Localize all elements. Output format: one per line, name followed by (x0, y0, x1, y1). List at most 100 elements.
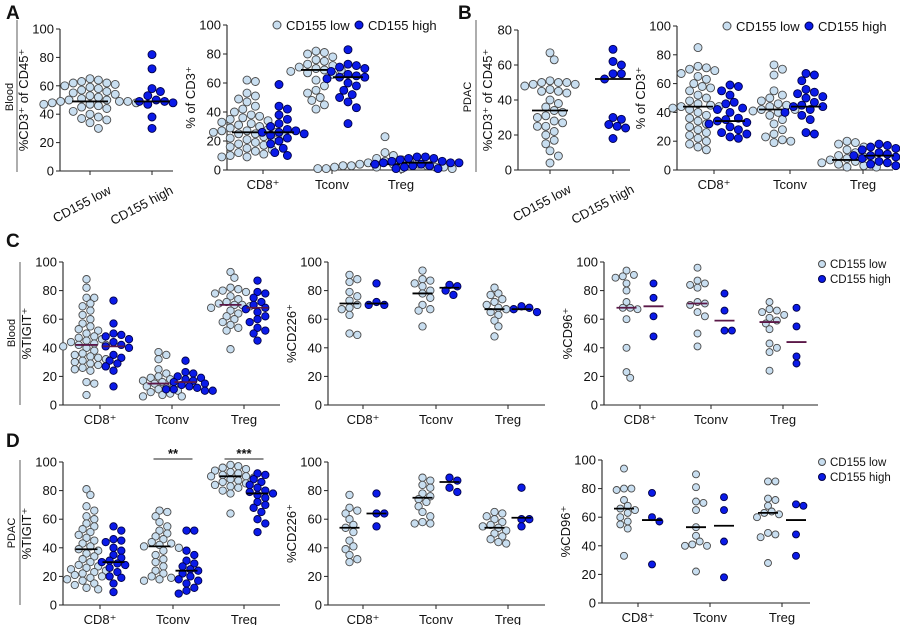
y-tick-label: 60 (657, 76, 671, 91)
legend-high-marker (818, 275, 826, 283)
cd155-low-point (90, 379, 99, 388)
cd155-low-point (765, 366, 774, 375)
cd155-low-point (701, 110, 711, 120)
cd155-low-point (498, 517, 507, 527)
cd155-low-point (349, 542, 358, 551)
cd155-low-point (345, 515, 354, 524)
y-tick-label: 80 (207, 47, 221, 62)
cd155-high-point (282, 151, 292, 160)
cd155-low-point (86, 299, 95, 308)
cd155-low-point (706, 83, 716, 93)
cd155-low-point (353, 555, 362, 564)
cd155-low-point (90, 346, 99, 355)
cd155-low-point (502, 539, 511, 548)
cd155-high-point (517, 515, 526, 524)
cd155-high-point (391, 164, 401, 174)
cd155-high-point (282, 133, 292, 143)
cd155-low-point (250, 91, 260, 101)
cd155-high-point (792, 530, 800, 539)
cd155-low-point (147, 537, 156, 547)
cd155-high-point (182, 526, 191, 535)
cd155-high-point (849, 151, 859, 161)
cd155-low-point (225, 133, 235, 143)
cd155-low-point (692, 531, 700, 540)
cd155-low-point (234, 148, 244, 158)
cd155-low-point (629, 270, 638, 279)
cd155-low-point (353, 506, 362, 515)
cd155-low-point (422, 497, 431, 507)
cd155-low-point (102, 95, 112, 105)
cd155-high-point (797, 76, 807, 86)
cd155-low-point (162, 350, 171, 360)
cd155-low-point (154, 355, 163, 364)
cd155-low-point (765, 110, 775, 120)
cd155-high-point (347, 90, 357, 100)
cd155-low-point (97, 572, 107, 581)
cd155-low-point (110, 89, 120, 99)
cd155-low-point (177, 392, 186, 401)
cd155-low-point (86, 322, 95, 331)
cd155-low-point (570, 79, 580, 89)
cd155-high-point (351, 61, 361, 71)
cd155-low-point (693, 329, 702, 338)
cd155-low-point (699, 498, 708, 507)
cd155-high-point (101, 332, 110, 341)
cd155-high-point (109, 350, 118, 360)
cd155-low-point (86, 490, 95, 500)
cd155-high-point (720, 493, 728, 502)
y-axis-label: %CD3⁺ of CD45⁺ (480, 49, 495, 152)
cd155-high-point (891, 161, 900, 171)
cd155-low-point (834, 159, 844, 169)
cd155-low-point (78, 539, 87, 548)
cd155-low-point (482, 300, 491, 310)
legend-high-label: CD155 high (830, 274, 891, 286)
cd155-low-point (206, 303, 216, 312)
cd155-high-point (649, 279, 658, 288)
cd155-low-point (311, 55, 321, 65)
chart-a1: 0 20 40 60 80 100%CD3⁺ of CD45⁺ CD155 lowCD155… (16, 22, 178, 228)
cd155-low-point (345, 277, 354, 287)
cd155-high-point (113, 559, 122, 568)
cd155-high-point (335, 93, 345, 102)
cd155-low-point (90, 536, 99, 545)
cd155-low-point (482, 512, 491, 521)
cd155-high-point (517, 522, 526, 531)
cd155-high-point (193, 383, 202, 392)
cd155-low-point (765, 325, 774, 334)
x-category-label: CD8⁺ (247, 177, 280, 192)
cd155-high-point (818, 92, 828, 102)
cd155-low-point (761, 132, 771, 142)
y-tick-label: 0 (50, 398, 57, 413)
chart-d3: 0 20 40 60 80 100 %CD96⁺ CD8⁺ Tconv Treg CD155 low… (558, 453, 891, 625)
legend-low-label: CD155 low (830, 259, 887, 271)
cd155-high-point (113, 567, 122, 577)
cd155-low-point (86, 359, 95, 368)
cd155-low-point (259, 149, 269, 159)
cd155-low-point (545, 48, 555, 58)
cd155-low-point (486, 535, 495, 544)
cd155-low-point (222, 312, 231, 321)
cd155-high-point (182, 546, 191, 555)
cd155-high-point (433, 164, 443, 174)
cd155-high-point (882, 141, 892, 150)
cd155-high-point (429, 153, 439, 163)
cd155-low-point (70, 365, 79, 374)
cd155-high-point (101, 537, 110, 547)
cd155-low-point (303, 49, 313, 59)
cd155-low-point (618, 272, 627, 281)
cd155-low-point (426, 512, 435, 521)
y-tick-label: 0 (315, 398, 322, 413)
cd155-low-point (90, 579, 99, 588)
cd155-low-point (622, 315, 631, 324)
cd155-low-point (214, 299, 223, 308)
cd155-high-point (372, 297, 381, 307)
x-category-label: CD8⁺ (698, 177, 731, 192)
cd155-high-point (124, 343, 134, 352)
y-axis-label: %CD226⁺ (284, 504, 299, 563)
cd155-high-point (245, 480, 254, 490)
x-category-label: Tconv (155, 412, 189, 427)
cd155-low-point (772, 343, 781, 352)
cd155-low-point (498, 532, 507, 541)
cd155-low-point (777, 90, 787, 100)
cd155-high-point (416, 159, 426, 169)
